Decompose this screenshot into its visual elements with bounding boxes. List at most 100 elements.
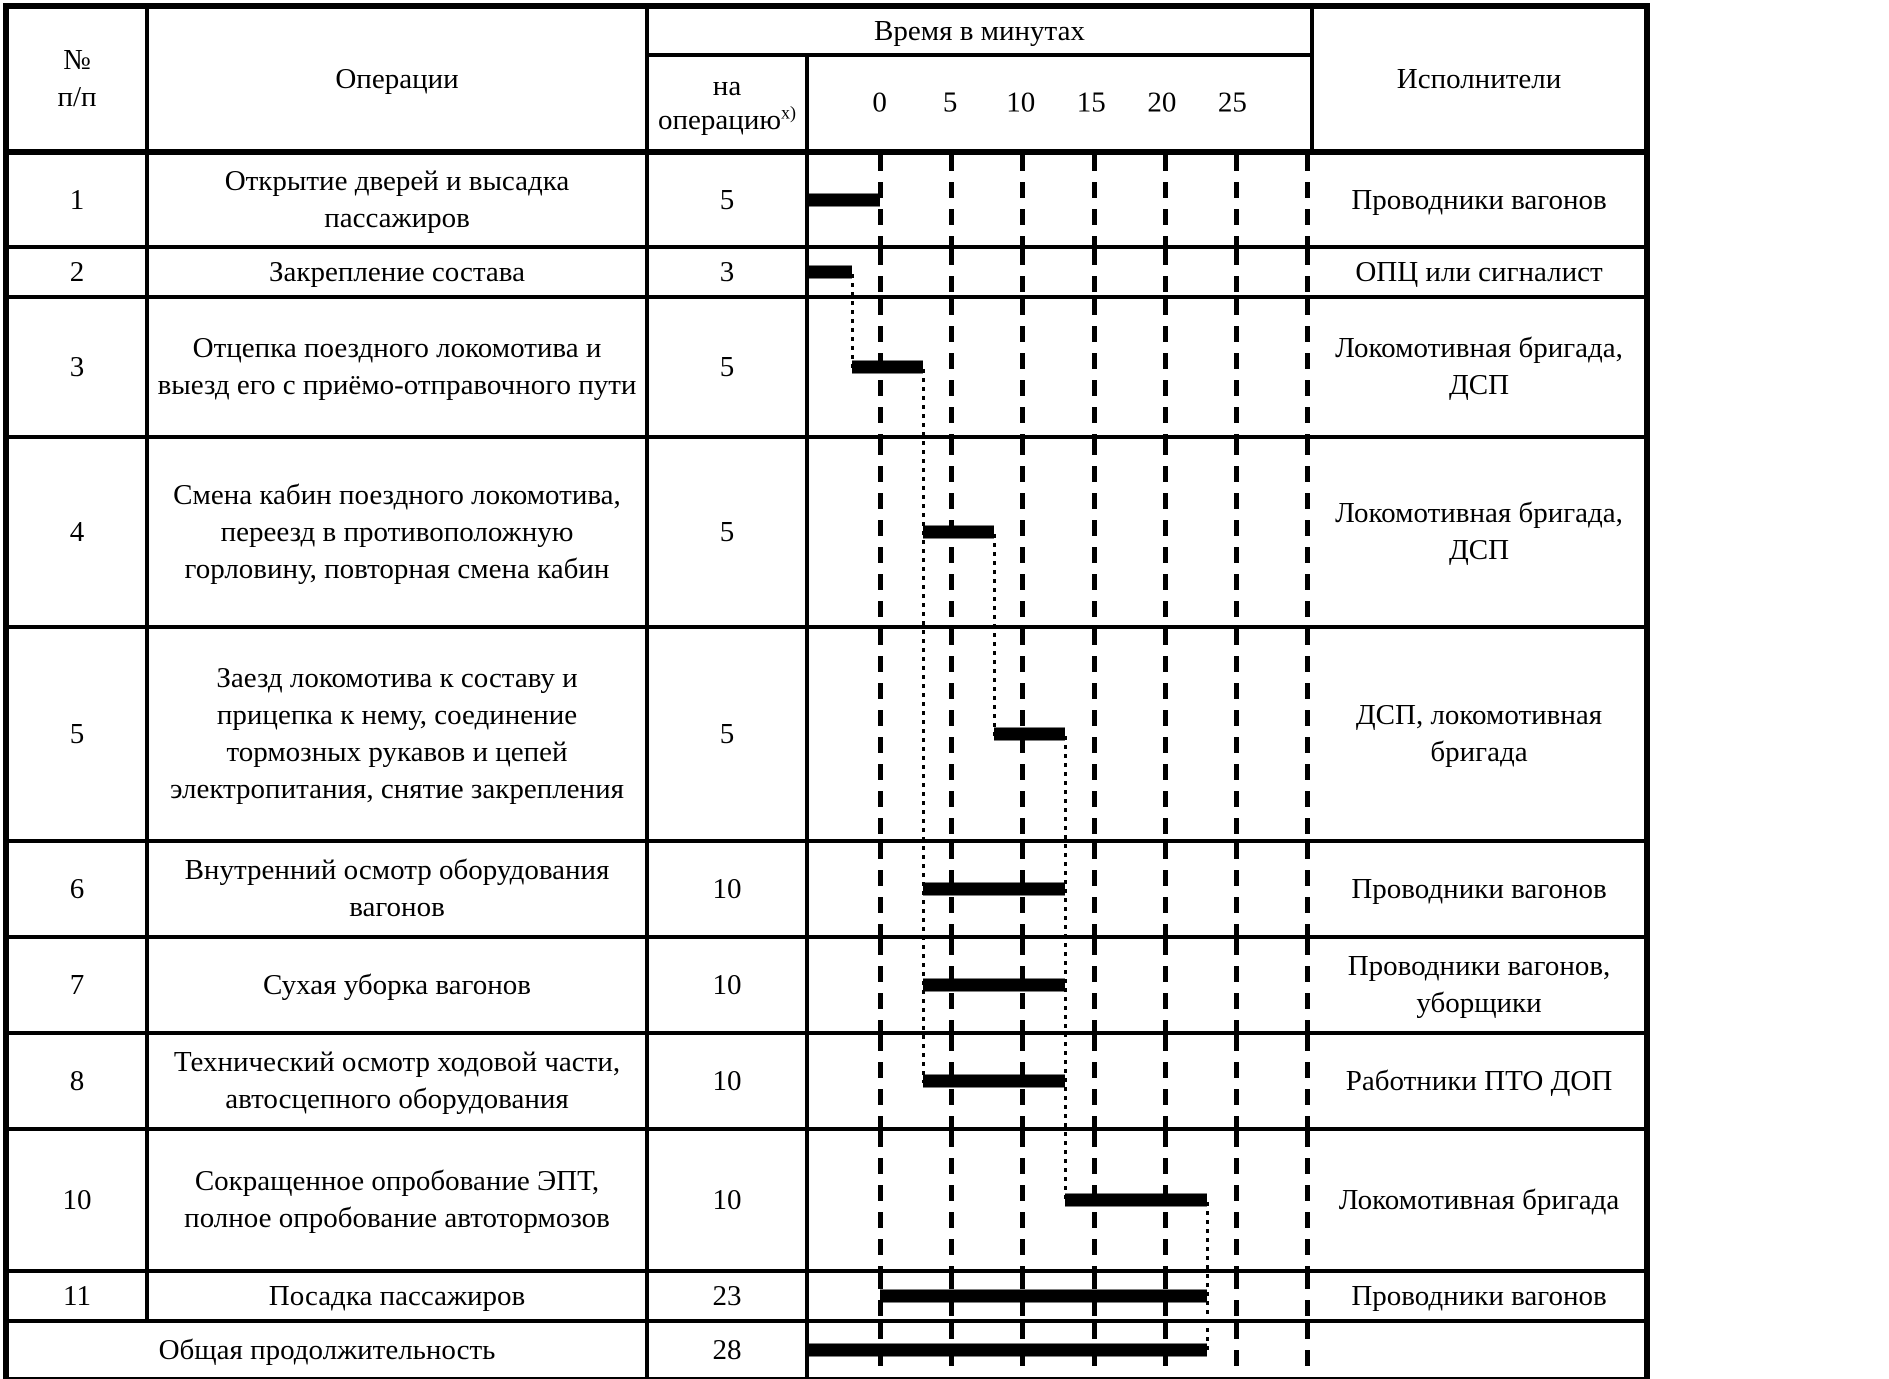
timeline-axis: 0 5 10 15 20 25 — [809, 57, 1314, 155]
executor-cell: ДСП, локомотивная бригада — [1314, 629, 1644, 843]
grid-line — [949, 155, 955, 245]
header-row-number: № п/п — [9, 9, 149, 155]
gantt-bar — [993, 727, 1066, 741]
row-number-cell: 1 — [9, 155, 149, 249]
grid-line — [1091, 939, 1097, 1031]
row-number-cell: 6 — [9, 843, 149, 939]
grid-line — [1162, 299, 1168, 435]
grid-line — [1233, 155, 1239, 245]
grid-line — [878, 939, 884, 1031]
duration-cell: 10 — [649, 1035, 809, 1131]
duration-cell: 3 — [649, 249, 809, 299]
timeline-cell — [809, 439, 1314, 629]
duration-cell: 5 — [649, 299, 809, 439]
timeline-cell — [809, 1273, 1314, 1323]
executor-cell: Проводники вагонов, уборщики — [1314, 939, 1644, 1035]
duration-cell: 28 — [649, 1323, 809, 1377]
grid-line — [1020, 439, 1026, 625]
grid-line — [1233, 299, 1239, 435]
gantt-bar — [880, 1289, 1208, 1303]
grid-line — [1304, 155, 1310, 245]
gantt-bar — [809, 193, 881, 207]
gantt-bar — [922, 525, 994, 539]
duration-cell: 10 — [649, 1131, 809, 1273]
grid-line — [1304, 629, 1310, 839]
duration-cell: 10 — [649, 843, 809, 939]
footnote-marker: х) — [781, 102, 796, 123]
executor-cell: Проводники вагонов — [1314, 1273, 1644, 1323]
dependency-connector — [992, 534, 996, 736]
header-per-operation: на операциюх) — [649, 57, 809, 155]
grid-line — [1162, 629, 1168, 839]
timeline-cell — [809, 1323, 1314, 1377]
grid-line — [1304, 1035, 1310, 1127]
grid-line — [1304, 843, 1310, 935]
duration-cell: 5 — [649, 155, 809, 249]
grid-line — [1233, 939, 1239, 1031]
executor-cell: ОПЦ или сигналист — [1314, 249, 1644, 299]
axis-tick-label: 0 — [872, 86, 887, 119]
gantt-bar — [922, 1074, 1066, 1088]
axis-tick-label: 20 — [1147, 86, 1177, 119]
timeline-cell — [809, 1131, 1314, 1273]
operation-cell: Технический осмотр ходовой части, автосц… — [149, 1035, 649, 1131]
grid-line — [1091, 155, 1097, 245]
executor-cell: Проводники вагонов — [1314, 155, 1644, 249]
grid-line — [1091, 299, 1097, 435]
axis-tick-label: 25 — [1217, 86, 1247, 119]
grid-line — [949, 299, 955, 435]
axis-tick-label: 15 — [1076, 86, 1106, 119]
grid-line — [949, 629, 955, 839]
row-number-cell: 8 — [9, 1035, 149, 1131]
axis-tick-label: 10 — [1006, 86, 1036, 119]
grid-line — [878, 1035, 884, 1127]
row-number-cell: 2 — [9, 249, 149, 299]
duration-cell: 5 — [649, 629, 809, 843]
operation-cell: Закрепление состава — [149, 249, 649, 299]
duration-cell: 5 — [649, 439, 809, 629]
header-executors: Исполнители — [1314, 9, 1644, 155]
grid-line — [878, 843, 884, 935]
grid-line — [1304, 939, 1310, 1031]
dependency-connector — [1064, 736, 1068, 1202]
grid-line — [1162, 1035, 1168, 1127]
executor-cell: Проводники вагонов — [1314, 843, 1644, 939]
row-number-cell: 11 — [9, 1273, 149, 1323]
grid-line — [1304, 299, 1310, 435]
grid-line — [878, 1131, 884, 1269]
per-operation-line1: на — [712, 70, 742, 102]
per-operation-line2: операциюх) — [658, 102, 796, 136]
grid-line — [1233, 1131, 1239, 1269]
gantt-bar — [922, 978, 1066, 992]
operation-cell: Отцепка поездного локомотива и выезд его… — [149, 299, 649, 439]
operation-cell: Смена кабин поездного локомотива, переез… — [149, 439, 649, 629]
grid-line — [1304, 249, 1310, 295]
row-number-cell: 5 — [9, 629, 149, 843]
gantt-bar — [922, 882, 1066, 896]
grid-line — [1233, 1035, 1239, 1127]
timeline-cell — [809, 299, 1314, 439]
grid-line — [1233, 249, 1239, 295]
timeline-cell — [809, 1035, 1314, 1131]
grid-line — [878, 629, 884, 839]
grid-line — [949, 1131, 955, 1269]
grid-line — [878, 249, 884, 295]
dependency-connector — [921, 369, 925, 1083]
grid-line — [1020, 1131, 1026, 1269]
gantt-bar — [809, 1343, 1208, 1357]
grid-line — [1091, 439, 1097, 625]
total-label: Общая продолжительность — [9, 1323, 649, 1377]
executor-cell: Локомотивная бригада, ДСП — [1314, 439, 1644, 629]
executor-cell — [1314, 1323, 1644, 1377]
grid-line — [1091, 1035, 1097, 1127]
duration-cell: 23 — [649, 1273, 809, 1323]
timeline-cell — [809, 629, 1314, 843]
gantt-bar — [851, 360, 923, 374]
grid-line — [1304, 1131, 1310, 1269]
grid-line — [878, 155, 884, 245]
header-time-title: Время в минутах — [649, 9, 1314, 57]
grid-line — [1091, 249, 1097, 295]
grid-line — [1233, 1323, 1239, 1377]
grid-line — [1304, 439, 1310, 625]
